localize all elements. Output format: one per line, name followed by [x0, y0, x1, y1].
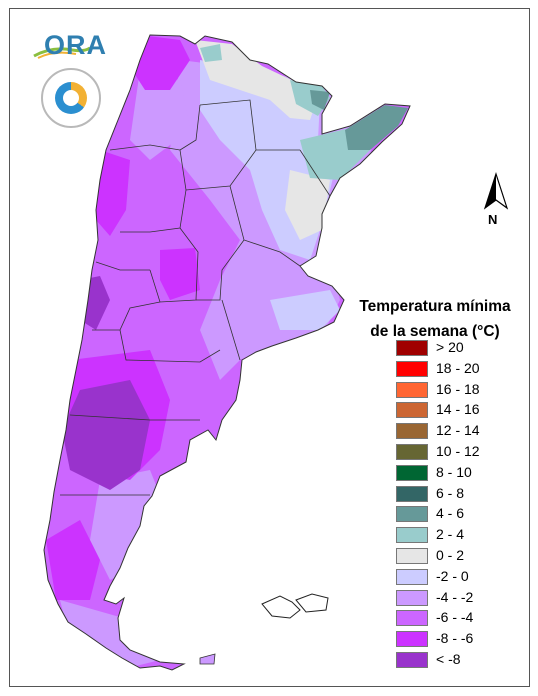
- ora-logo: ORA: [32, 28, 108, 62]
- legend-swatch: [396, 631, 428, 648]
- legend-item: -8 - -6: [396, 629, 526, 649]
- legend-title-line2: de la semana (°C): [370, 323, 500, 340]
- north-arrow-icon: [483, 172, 509, 210]
- fill-4-6-misiones: [345, 105, 408, 150]
- legend-label: 14 - 16: [436, 401, 480, 418]
- legend-swatch: [396, 652, 428, 668]
- fill-minus8-minus6-south: [46, 520, 100, 600]
- smn-emblem-icon: [55, 82, 87, 114]
- legend-label: 10 - 12: [436, 443, 480, 459]
- legend-swatch: [396, 381, 428, 398]
- legend-swatch: [396, 444, 428, 460]
- legend: Temperatura mínima de la semana (°C) > 2…: [340, 294, 530, 668]
- legend-label: 4 - 6: [436, 505, 465, 522]
- legend-item: 6 - 8: [396, 484, 526, 504]
- legend-swatch: [396, 610, 428, 627]
- legend-swatch: [396, 402, 428, 419]
- legend-title-line1: Temperatura mínima: [359, 298, 511, 315]
- fill-minus8-minus6-north: [132, 35, 190, 90]
- legend-label: 6 - 8: [436, 484, 465, 501]
- fill-4-6-north: [310, 90, 330, 110]
- fill-minus8-minus6-west: [96, 150, 130, 236]
- legend-label: -6 - -4: [436, 609, 474, 626]
- legend-label: 8 - 10: [436, 463, 472, 480]
- province-borders: [43, 34, 411, 671]
- legend-item: 12 - 14: [396, 421, 526, 441]
- legend-swatch: [396, 360, 428, 377]
- legend-swatch: [396, 568, 428, 585]
- smn-logo: [41, 68, 101, 128]
- legend-label: > 20: [436, 339, 464, 355]
- north-arrow: N: [481, 172, 511, 230]
- legend-label: -4 - -2: [436, 588, 474, 605]
- legend-item: -2 - 0: [396, 567, 526, 587]
- fill-minus4-minus2-south: [90, 470, 170, 580]
- legend-swatch: [396, 506, 428, 523]
- legend-item: 8 - 10: [396, 463, 526, 483]
- legend-label: 12 - 14: [436, 422, 480, 439]
- ora-logo-text: ORA: [44, 30, 107, 60]
- legend-swatch: [396, 527, 428, 544]
- legend-item: > 20: [396, 338, 526, 358]
- legend-label: 2 - 4: [436, 526, 465, 543]
- isla-de-los-estados: [199, 653, 216, 665]
- legend-swatch: [396, 464, 428, 481]
- legend-swatch: [396, 423, 428, 440]
- legend-item: 4 - 6: [396, 504, 526, 524]
- legend-item: < -8: [396, 650, 526, 670]
- legend-swatch: [396, 485, 428, 502]
- legend-item: -6 - -4: [396, 608, 526, 628]
- legend-label: < -8: [436, 651, 461, 667]
- legend-swatch: [396, 589, 428, 606]
- fill-0-2: [195, 40, 318, 120]
- fill-minus2-0-east: [270, 290, 340, 330]
- legend-title: Temperatura mínima de la semana (°C): [340, 294, 530, 344]
- legend-label: 16 - 18: [436, 380, 480, 397]
- legend-swatch: [396, 548, 428, 564]
- legend-label: 0 - 2: [436, 547, 465, 563]
- malvinas-islands: [261, 593, 329, 619]
- legend-item: 10 - 12: [396, 442, 526, 462]
- legend-item: 0 - 2: [396, 546, 526, 566]
- legend-item: 18 - 20: [396, 359, 526, 379]
- legend-label: -2 - 0: [436, 567, 469, 584]
- legend-item: -4 - -2: [396, 588, 526, 608]
- fill-2-4-north: [200, 44, 222, 62]
- fill-minus8-minus6-center: [160, 248, 200, 300]
- ora-swoosh-icon: [33, 46, 91, 59]
- north-arrow-label: N: [488, 212, 498, 227]
- legend-label: 18 - 20: [436, 359, 480, 376]
- legend-item: 14 - 16: [396, 400, 526, 420]
- fill-minus4-minus2-northwest: [130, 70, 190, 160]
- legend-item: 2 - 4: [396, 525, 526, 545]
- legend-item: 16 - 18: [396, 380, 526, 400]
- fill-lt-minus8-patagonia: [62, 380, 150, 490]
- legend-label: -8 - -6: [436, 630, 474, 647]
- legend-swatch: [396, 340, 428, 356]
- fill-0-2-mesopotamia: [285, 170, 330, 240]
